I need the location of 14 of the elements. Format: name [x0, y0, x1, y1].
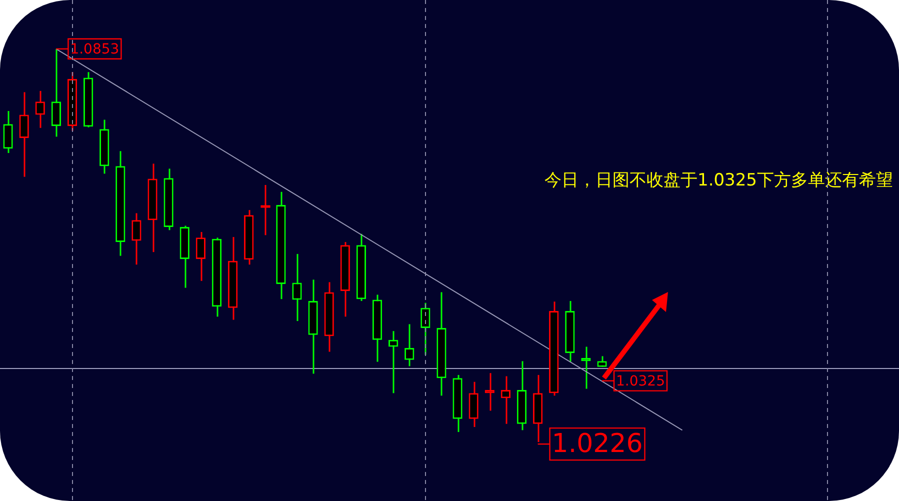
candlestick: [292, 253, 302, 322]
annotation: 1.0325: [616, 373, 666, 390]
annotation: 今日，日图不收盘于1.0325下方多单还有希望: [544, 170, 893, 190]
candlestick: [35, 90, 45, 129]
candlestick: [468, 381, 478, 428]
candlestick: [132, 212, 142, 266]
annotation: 1.0853: [70, 42, 120, 58]
candlestick: [19, 91, 29, 178]
annotation: 1.0226: [552, 428, 643, 459]
candlestick: [404, 323, 414, 367]
candlestick: [51, 48, 62, 138]
candlestick: [196, 231, 206, 282]
candlestick: [3, 110, 13, 154]
candlestick: [500, 375, 511, 425]
